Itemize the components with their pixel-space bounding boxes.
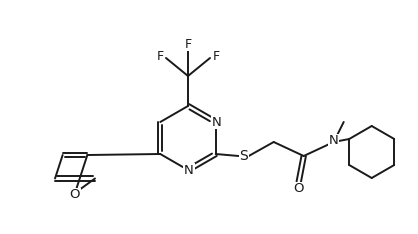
Text: N: N xyxy=(329,135,339,147)
Text: F: F xyxy=(156,51,163,63)
Text: F: F xyxy=(184,37,191,51)
Text: O: O xyxy=(293,183,304,195)
Text: N: N xyxy=(184,164,194,176)
Text: F: F xyxy=(212,51,219,63)
Text: O: O xyxy=(70,189,80,201)
Text: S: S xyxy=(240,149,248,163)
Text: N: N xyxy=(212,116,222,128)
